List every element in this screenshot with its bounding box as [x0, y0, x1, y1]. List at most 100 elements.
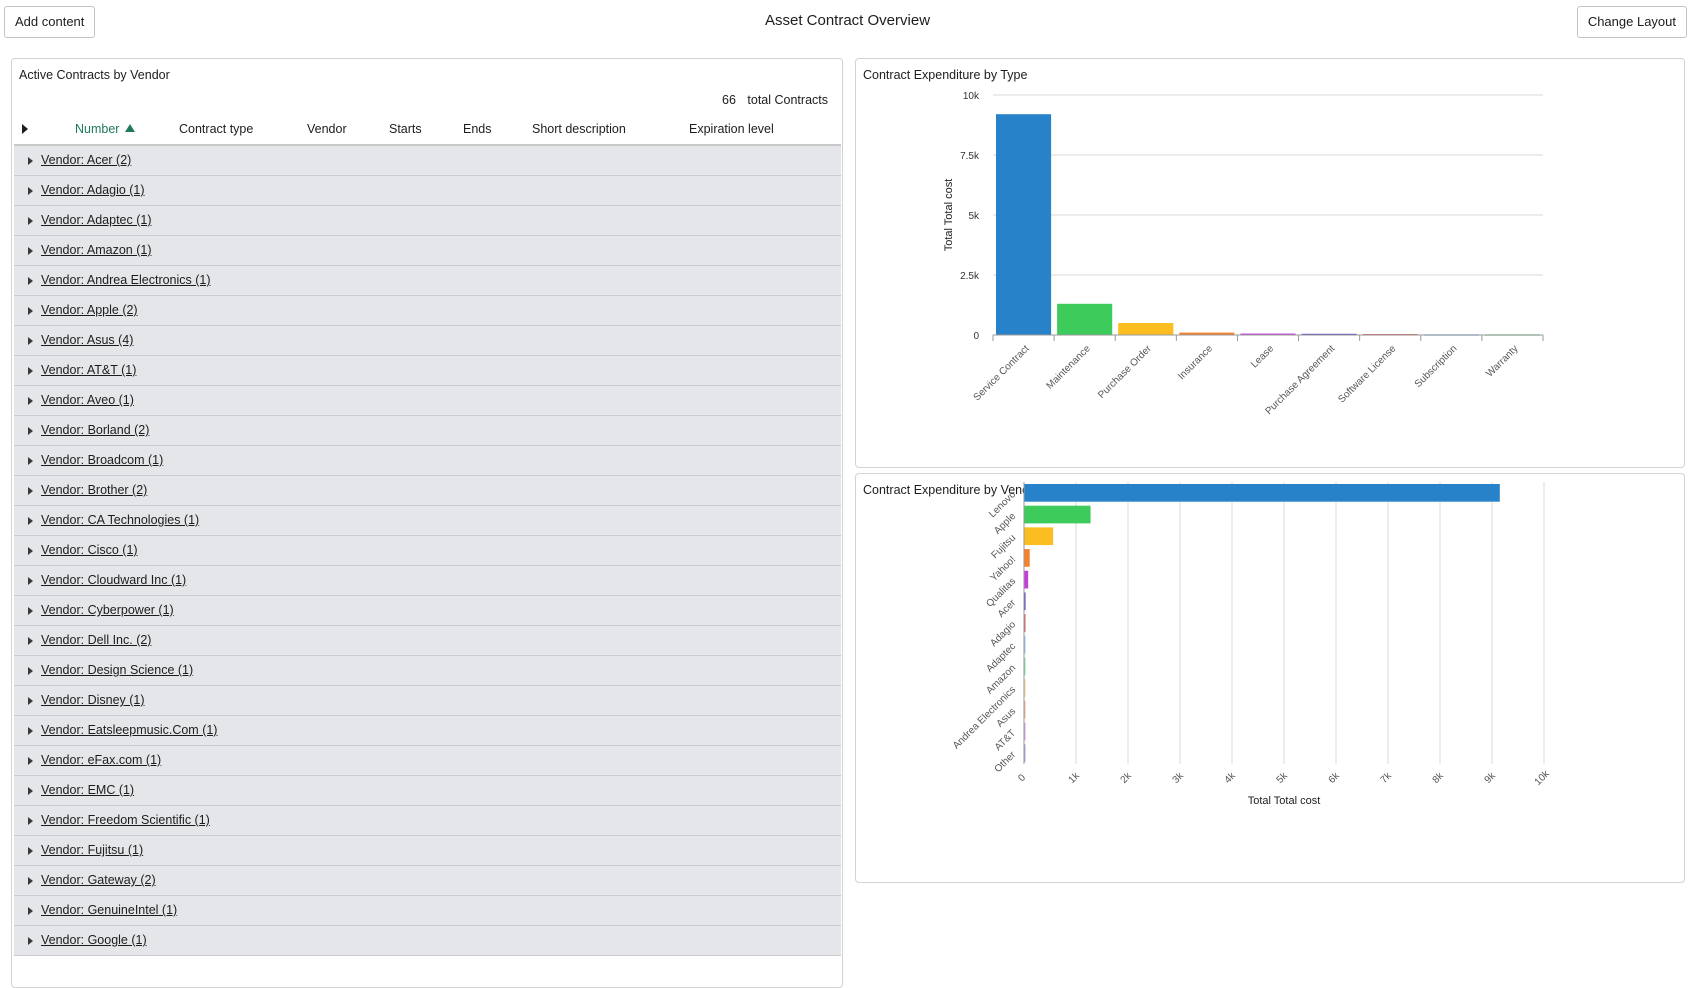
column-contract-type[interactable]: Contract type	[179, 122, 254, 136]
expand-row-icon[interactable]	[28, 577, 33, 585]
vendor-group-link[interactable]: Vendor: CA Technologies (1)	[41, 513, 200, 527]
vendor-group-link[interactable]: Vendor: Disney (1)	[41, 693, 145, 707]
expand-row-icon[interactable]	[28, 727, 33, 735]
expand-row-icon[interactable]	[28, 247, 33, 255]
column-label: Number	[75, 122, 120, 136]
group-row[interactable]: Vendor: eFax.com (1)	[14, 746, 841, 776]
vendor-group-link[interactable]: Vendor: Acer (2)	[41, 153, 132, 167]
vendor-group-link[interactable]: Vendor: Amazon (1)	[41, 243, 152, 257]
expand-row-icon[interactable]	[28, 157, 33, 165]
vendor-group-link[interactable]: Vendor: eFax.com (1)	[41, 753, 162, 767]
add-content-button[interactable]: Add content	[4, 6, 96, 38]
vendor-group-link[interactable]: Vendor: Borland (2)	[41, 423, 150, 437]
group-row[interactable]: Vendor: Broadcom (1)	[14, 446, 841, 476]
expand-row-icon[interactable]	[28, 187, 33, 195]
vendor-group-link[interactable]: Vendor: Eatsleepmusic.Com (1)	[41, 723, 218, 737]
vendor-group-link[interactable]: Vendor: Adagio (1)	[41, 183, 145, 197]
vendor-group-link[interactable]: Vendor: Asus (4)	[41, 333, 134, 347]
vendor-group-link[interactable]: Vendor: Gateway (2)	[41, 873, 156, 887]
column-number[interactable]: Number	[75, 122, 136, 136]
vendor-group-link[interactable]: Vendor: Cisco (1)	[41, 543, 138, 557]
x-tick-label: Lease	[1249, 343, 1276, 370]
expand-row-icon[interactable]	[28, 427, 33, 435]
column-ends[interactable]: Ends	[463, 122, 492, 136]
vendor-group-link[interactable]: Vendor: EMC (1)	[41, 783, 135, 797]
expand-row-icon[interactable]	[28, 937, 33, 945]
expand-row-icon[interactable]	[28, 277, 33, 285]
column-expiration-level[interactable]: Expiration level	[689, 122, 774, 136]
expand-row-icon[interactable]	[28, 217, 33, 225]
expand-row-icon[interactable]	[28, 337, 33, 345]
vendor-group-link[interactable]: Vendor: Fujitsu (1)	[41, 843, 144, 857]
group-row[interactable]: Vendor: EMC (1)	[14, 776, 841, 806]
vendor-group-link[interactable]: Vendor: AT&T (1)	[41, 363, 137, 377]
vendor-group-link[interactable]: Vendor: GenuineIntel (1)	[41, 903, 178, 917]
expand-row-icon[interactable]	[28, 757, 33, 765]
vendor-group-link[interactable]: Vendor: Apple (2)	[41, 303, 138, 317]
group-row[interactable]: Vendor: Adagio (1)	[14, 176, 841, 206]
expand-row-icon[interactable]	[28, 877, 33, 885]
expenditure-by-type-chart: 0 2.5k 5k 7.5k 10k Total Total cost Service Co…	[943, 91, 1544, 417]
expand-row-icon[interactable]	[28, 847, 33, 855]
group-row[interactable]: Vendor: Freedom Scientific (1)	[14, 806, 841, 836]
group-row[interactable]: Vendor: Dell Inc. (2)	[14, 626, 841, 656]
expand-row-icon[interactable]	[28, 817, 33, 825]
expand-row-icon[interactable]	[28, 457, 33, 465]
vendor-group-link[interactable]: Vendor: Cloudward Inc (1)	[41, 573, 187, 587]
group-row[interactable]: Vendor: Andrea Electronics (1)	[14, 266, 841, 296]
group-row[interactable]: Vendor: Fujitsu (1)	[14, 836, 841, 866]
group-row[interactable]: Vendor: Cyberpower (1)	[14, 596, 841, 626]
group-row[interactable]: Vendor: Apple (2)	[14, 296, 841, 326]
group-row[interactable]: Vendor: GenuineIntel (1)	[14, 896, 841, 926]
change-layout-button[interactable]: Change Layout	[1576, 6, 1687, 38]
group-row[interactable]: Vendor: Amazon (1)	[14, 236, 841, 266]
group-row[interactable]: Vendor: Cisco (1)	[14, 536, 841, 566]
group-row[interactable]: Vendor: CA Technologies (1)	[14, 506, 841, 536]
column-starts[interactable]: Starts	[389, 122, 422, 136]
vendor-group-link[interactable]: Vendor: Andrea Electronics (1)	[41, 273, 211, 287]
group-row[interactable]: Vendor: Cloudward Inc (1)	[14, 566, 841, 596]
group-row[interactable]: Vendor: Asus (4)	[14, 326, 841, 356]
expand-all-icon[interactable]	[22, 124, 28, 134]
vendor-group-link[interactable]: Vendor: Dell Inc. (2)	[41, 633, 152, 647]
vendor-group-link[interactable]: Vendor: Design Science (1)	[41, 663, 194, 677]
column-short-description[interactable]: Short description	[532, 122, 626, 136]
expand-row-icon[interactable]	[28, 667, 33, 675]
expand-row-icon[interactable]	[28, 547, 33, 555]
expand-row-icon[interactable]	[28, 907, 33, 915]
group-row[interactable]: Vendor: Aveo (1)	[14, 386, 841, 416]
total-count: 66	[722, 93, 736, 107]
vendor-group-link[interactable]: Vendor: Aveo (1)	[41, 393, 134, 407]
bar	[1024, 592, 1026, 611]
vendor-group-link[interactable]: Vendor: Freedom Scientific (1)	[41, 813, 210, 827]
group-row[interactable]: Vendor: AT&T (1)	[14, 356, 841, 386]
list-header: Number Contract type Vendor Starts Ends …	[14, 114, 841, 146]
sort-ascending-icon	[125, 124, 136, 132]
column-vendor[interactable]: Vendor	[307, 122, 347, 136]
expand-row-icon[interactable]	[28, 697, 33, 705]
group-row[interactable]: Vendor: Google (1)	[14, 926, 841, 956]
expand-row-icon[interactable]	[28, 367, 33, 375]
expand-row-icon[interactable]	[28, 487, 33, 495]
bar	[1024, 700, 1026, 719]
group-row[interactable]: Vendor: Borland (2)	[14, 416, 841, 446]
bar	[996, 114, 1052, 335]
expand-row-icon[interactable]	[28, 517, 33, 525]
vendor-group-link[interactable]: Vendor: Broadcom (1)	[41, 453, 164, 467]
group-row[interactable]: Vendor: Brother (2)	[14, 476, 841, 506]
vendor-group-link[interactable]: Vendor: Google (1)	[41, 933, 147, 947]
expand-row-icon[interactable]	[28, 397, 33, 405]
vendor-group-link[interactable]: Vendor: Cyberpower (1)	[41, 603, 174, 617]
group-row[interactable]: Vendor: Adaptec (1)	[14, 206, 841, 236]
vendor-group-link[interactable]: Vendor: Brother (2)	[41, 483, 148, 497]
expand-row-icon[interactable]	[28, 607, 33, 615]
expand-row-icon[interactable]	[28, 637, 33, 645]
group-row[interactable]: Vendor: Acer (2)	[14, 146, 841, 176]
group-row[interactable]: Vendor: Gateway (2)	[14, 866, 841, 896]
expand-row-icon[interactable]	[28, 787, 33, 795]
vendor-group-link[interactable]: Vendor: Adaptec (1)	[41, 213, 152, 227]
group-row[interactable]: Vendor: Disney (1)	[14, 686, 841, 716]
group-row[interactable]: Vendor: Eatsleepmusic.Com (1)	[14, 716, 841, 746]
group-row[interactable]: Vendor: Design Science (1)	[14, 656, 841, 686]
expand-row-icon[interactable]	[28, 307, 33, 315]
